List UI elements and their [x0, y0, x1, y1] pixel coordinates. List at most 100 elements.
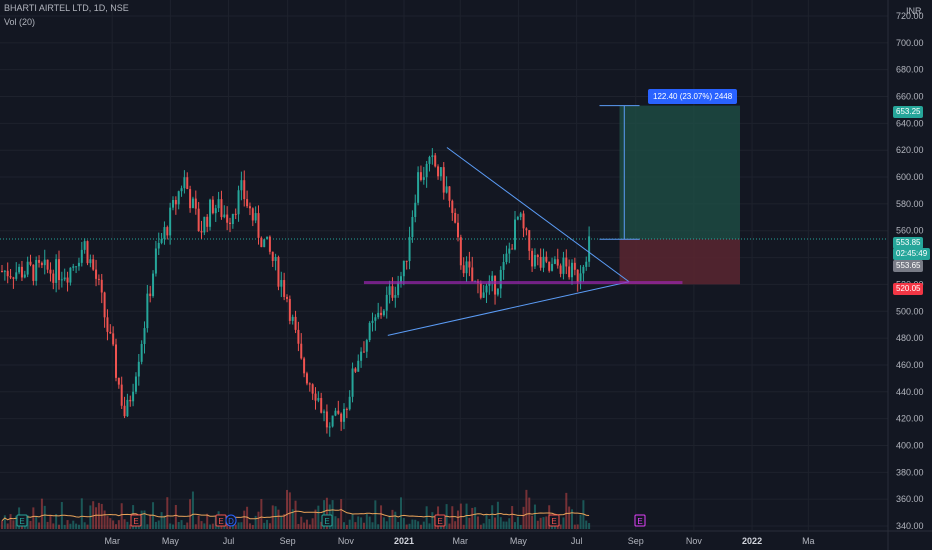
volume-bar: [348, 519, 351, 529]
candle-body: [83, 241, 86, 250]
volume-bar: [331, 500, 334, 529]
countdown-badge: 02:45:49: [893, 248, 931, 260]
candle-body: [189, 189, 192, 209]
event-marker-label: E: [637, 517, 642, 526]
volume-bar: [294, 500, 297, 529]
candle-body: [260, 237, 263, 248]
candle-body: [40, 262, 43, 266]
volume-bar: [288, 492, 291, 529]
event-marker-e[interactable]: [548, 514, 560, 527]
time-axis[interactable]: Mar May Jul Sep Nov 2021 Mar May Jul Sep Nov 2022 Ma: [0, 530, 932, 546]
volume-bar: [174, 504, 177, 529]
volume-bar: [157, 520, 160, 529]
candle-body: [522, 213, 525, 229]
volume-bar: [211, 523, 214, 529]
volume-bar: [545, 516, 548, 529]
candle-body: [246, 199, 249, 207]
candle-body: [311, 384, 314, 394]
candle-body: [442, 167, 445, 193]
stop-price-badge: 520.05: [893, 283, 924, 295]
candle-body: [385, 294, 388, 311]
horizontal-support-line[interactable]: [363, 281, 683, 285]
candle-body: [140, 343, 143, 362]
ascending-trendline[interactable]: [387, 281, 630, 336]
candle-body: [303, 358, 306, 374]
volume-bar: [49, 514, 52, 529]
candle-body: [496, 288, 499, 295]
volume-bar: [32, 507, 35, 529]
volume-bar: [240, 522, 243, 529]
event-marker-e[interactable]: [16, 514, 28, 527]
candle-body: [360, 351, 363, 361]
volume-bar: [134, 524, 137, 529]
candle-body: [539, 256, 542, 268]
volume-bar: [169, 523, 172, 529]
volume-bar: [320, 521, 323, 529]
candle-body: [325, 411, 328, 428]
volume-bar: [191, 491, 194, 529]
symbol-title[interactable]: BHARTI AIRTEL LTD, 1D, NSE: [4, 3, 129, 13]
event-marker-e[interactable]: [130, 514, 142, 527]
volume-bar: [277, 509, 280, 529]
measure-tooltip: 122.40 (23.07%) 2448: [648, 89, 738, 104]
price-tick-label: 400.00: [896, 440, 924, 450]
volume-bar: [274, 506, 277, 529]
volume-bar: [257, 511, 260, 529]
candle-body: [511, 248, 514, 250]
candle-body: [283, 280, 286, 297]
volume-bar: [286, 489, 288, 529]
stop-zone[interactable]: [619, 239, 740, 285]
volume-bar: [371, 522, 374, 529]
volume-bar: [428, 523, 431, 529]
price-tick-label: 640.00: [896, 118, 924, 128]
candle-body: [428, 156, 431, 164]
candle-body: [197, 208, 200, 232]
trend-drawings[interactable]: [363, 105, 683, 336]
event-marker-e[interactable]: [321, 514, 333, 527]
event-marker-e[interactable]: [434, 514, 446, 527]
volume-bar: [402, 518, 405, 529]
volume-bar: [106, 516, 109, 529]
price-axis[interactable]: 720.00 700.00 680.00 660.00 640.00 620.00 600.…: [887, 0, 924, 550]
volume-bar: [559, 524, 562, 529]
candle-body: [434, 155, 437, 167]
volume-bar: [417, 521, 420, 529]
event-marker-e[interactable]: [634, 514, 646, 527]
volume-bar: [408, 523, 411, 529]
position-zones[interactable]: [0, 105, 888, 285]
volume-bar: [243, 510, 246, 529]
candle-body: [348, 396, 351, 410]
candle-body: [585, 261, 588, 267]
candle-body: [451, 200, 454, 213]
volume-bar: [26, 515, 29, 529]
candle-body: [63, 277, 66, 280]
volume-bar: [357, 516, 360, 529]
volume-bar: [308, 524, 311, 529]
volume-bar: [197, 515, 200, 529]
volume-bar: [431, 512, 434, 529]
descending-trendline[interactable]: [446, 147, 630, 283]
volume-bar: [522, 506, 525, 529]
event-marker-d[interactable]: [225, 514, 237, 527]
candle-body: [43, 259, 46, 266]
candle-body: [514, 219, 516, 250]
time-tick-label: Nov: [338, 536, 355, 546]
volume-bar: [505, 521, 508, 529]
time-tick-label: Ma: [802, 536, 815, 546]
target-zone[interactable]: [619, 105, 740, 240]
price-tick-label: 380.00: [896, 467, 924, 477]
volume-bar: [419, 524, 422, 529]
candle-body: [174, 199, 177, 205]
volume-indicator-label[interactable]: Vol (20): [4, 17, 36, 27]
candle-body: [137, 361, 140, 377]
volume-bar: [194, 524, 197, 529]
volume-bar: [9, 514, 12, 529]
volume-bar: [1, 520, 3, 529]
candle-body: [365, 340, 368, 352]
candle-body: [505, 253, 508, 263]
volume-bar: [77, 524, 80, 529]
candle-body: [9, 276, 12, 278]
volume-bar: [254, 515, 257, 529]
